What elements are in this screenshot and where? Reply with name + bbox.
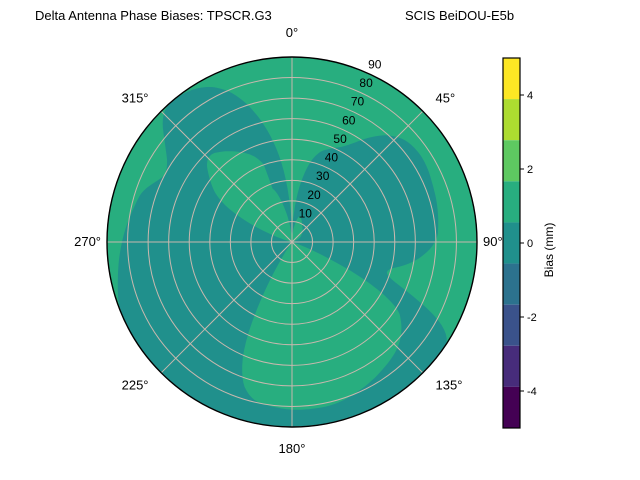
- svg-text:10: 10: [299, 206, 313, 220]
- svg-text:90°: 90°: [483, 234, 503, 249]
- svg-text:60: 60: [342, 113, 356, 127]
- svg-text:90: 90: [368, 57, 382, 71]
- svg-text:-4: -4: [527, 386, 537, 398]
- svg-text:270°: 270°: [74, 234, 101, 249]
- svg-text:40: 40: [325, 151, 339, 165]
- svg-text:0: 0: [527, 238, 533, 250]
- svg-text:45°: 45°: [436, 91, 456, 106]
- svg-text:225°: 225°: [122, 378, 149, 393]
- svg-text:0°: 0°: [286, 25, 298, 40]
- svg-text:315°: 315°: [122, 91, 149, 106]
- svg-text:30: 30: [316, 169, 330, 183]
- svg-text:80: 80: [359, 76, 373, 90]
- svg-text:135°: 135°: [436, 378, 463, 393]
- svg-text:180°: 180°: [279, 441, 306, 456]
- svg-text:4: 4: [527, 90, 533, 102]
- svg-text:-2: -2: [527, 312, 537, 324]
- svg-text:70: 70: [351, 95, 365, 109]
- svg-text:20: 20: [307, 188, 321, 202]
- svg-text:2: 2: [527, 164, 533, 176]
- svg-text:50: 50: [333, 132, 347, 146]
